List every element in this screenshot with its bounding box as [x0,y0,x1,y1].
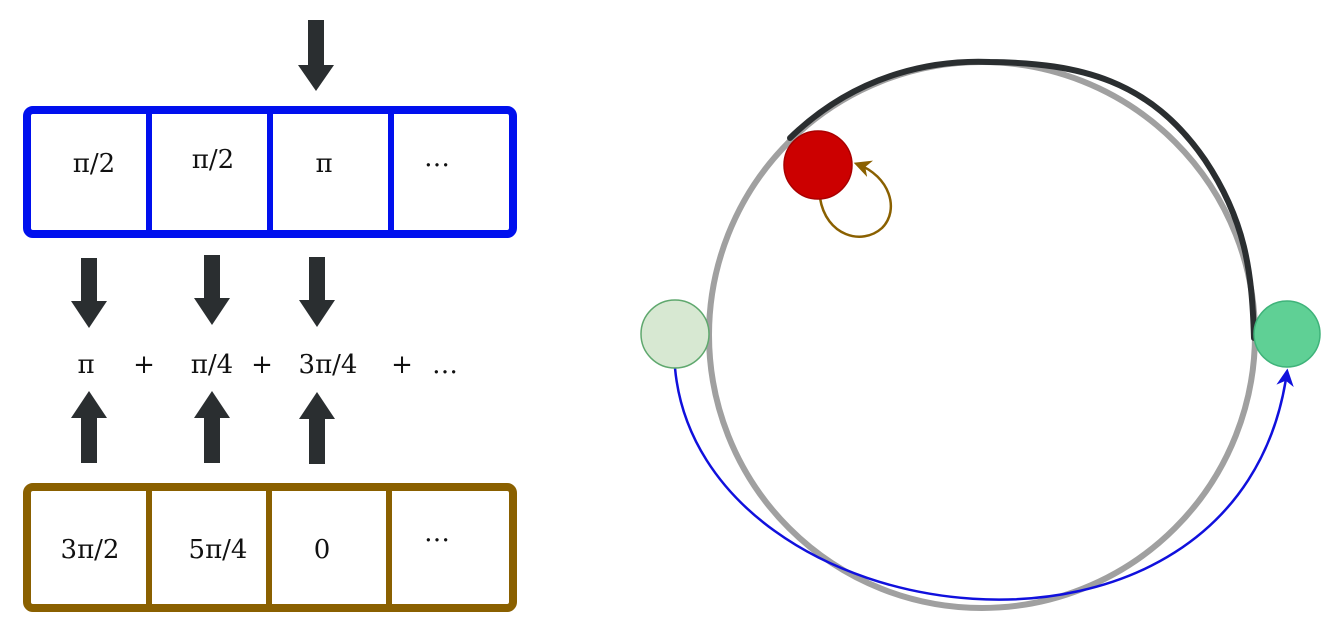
sum-term: 3π/4 [299,350,358,380]
top-row: π/2 π/2 π … [23,106,517,238]
top-row-cell: … [424,143,450,173]
top-row-cell: π [315,149,332,179]
light-green-node [640,299,710,369]
bottom-row-cell: 3π/2 [61,535,120,565]
sum-term: … [432,350,458,380]
sum-operator: + [391,350,413,380]
up-arrow-icon [194,391,230,463]
up-arrow-icon [71,391,107,463]
bottom-row: 3π/2 5π/4 0 … [23,483,517,612]
sum-expression: π + π/4 + 3π/4 + … [77,350,458,380]
sum-term: π/4 [191,350,233,380]
sum-operator: + [133,350,155,380]
sum-operator: + [251,350,273,380]
bottom-row-cell: 5π/4 [189,535,248,565]
red-node [783,130,853,200]
top-row-cell: π/2 [192,145,234,175]
green-node [1253,300,1321,368]
down-arrow-icon [194,255,230,325]
down-arrow-icon [298,20,334,91]
highlighted-arc [787,58,1257,341]
bottom-row-cell: 0 [314,535,331,565]
swap-arrow [673,367,1294,601]
self-loop-arrow [818,160,893,238]
down-arrow-icon [299,257,335,327]
up-arrow-icon [299,392,335,464]
phase-circle-diagram [640,58,1321,611]
down-arrow-icon [71,258,107,328]
top-row-cell: π/2 [73,149,115,179]
sum-term: π [77,350,94,380]
bottom-row-cell: … [424,518,450,548]
